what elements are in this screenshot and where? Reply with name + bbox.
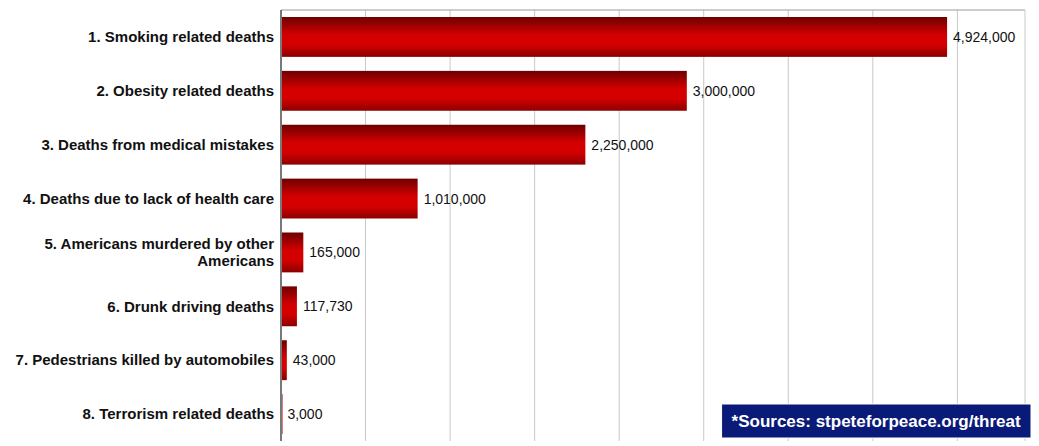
bar — [282, 394, 284, 434]
bars — [282, 17, 947, 434]
frame-top — [281, 10, 1025, 11]
category-label: 4. Deaths due to lack of health care — [23, 190, 274, 207]
grid-line — [872, 10, 873, 441]
data-label: 3,000,000 — [693, 83, 755, 99]
category-label: 3. Deaths from medical mistakes — [41, 136, 274, 153]
grid-line — [281, 10, 282, 441]
data-label: 43,000 — [293, 352, 336, 368]
data-label: 3,000 — [287, 406, 322, 422]
bar — [282, 233, 303, 273]
category-label: 2. Obesity related deaths — [96, 82, 274, 99]
bar — [282, 286, 297, 326]
source-text: *Sources: stpeteforpeace.org/threat — [732, 412, 1021, 431]
category-label: 5. Americans murdered by otherAmericans — [44, 235, 274, 269]
grid-line — [788, 10, 789, 441]
grid-line — [703, 10, 704, 441]
data-label: 1,010,000 — [424, 191, 486, 207]
grid-line — [957, 10, 958, 441]
category-label: 6. Drunk driving deaths — [107, 298, 274, 315]
frame-right — [1025, 10, 1026, 441]
source-box — [722, 404, 1031, 438]
bar — [282, 71, 687, 111]
bar — [282, 17, 947, 57]
category-label: 1. Smoking related deaths — [88, 28, 274, 45]
data-label: 2,250,000 — [591, 137, 653, 153]
data-label: 165,000 — [309, 244, 360, 260]
data-label: 117,730 — [303, 298, 353, 314]
data-label: 4,924,000 — [953, 29, 1015, 45]
category-label: 8. Terrorism related deaths — [83, 405, 274, 422]
bar — [282, 125, 585, 165]
category-label: 7. Pedestrians killed by automobiles — [16, 351, 274, 368]
y-axis — [280, 10, 282, 441]
chart: 4,924,000 3,000,000 2,250,000 1,010,000 165,… — [0, 0, 1039, 446]
bar — [282, 179, 418, 219]
bar — [282, 340, 287, 380]
